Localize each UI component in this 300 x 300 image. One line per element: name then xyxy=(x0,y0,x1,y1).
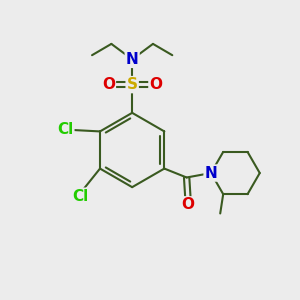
Text: Cl: Cl xyxy=(57,122,73,137)
Text: O: O xyxy=(102,77,115,92)
Text: S: S xyxy=(127,77,138,92)
Text: O: O xyxy=(182,197,195,212)
Text: N: N xyxy=(205,166,218,181)
Text: Cl: Cl xyxy=(73,189,89,204)
Text: O: O xyxy=(149,77,162,92)
Text: N: N xyxy=(126,52,139,67)
